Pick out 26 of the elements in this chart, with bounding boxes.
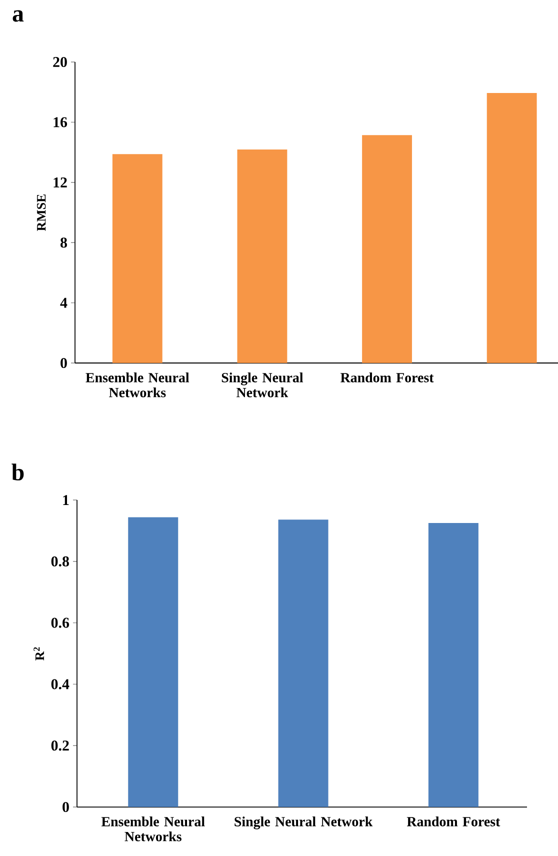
chart-title: a <box>12 10 24 22</box>
x-tick-label: Ensemble Neural Networks <box>86 372 190 398</box>
x-tick-label: Single Neural Network <box>234 816 373 830</box>
bar <box>112 154 162 364</box>
bar <box>237 149 288 364</box>
y-axis-title: RMSE <box>36 194 46 231</box>
y-tick-label: 4 <box>60 298 68 308</box>
y-tick-label: 16 <box>54 117 68 128</box>
y-tick-label: 0.8 <box>51 556 69 566</box>
y-tick-label: 0 <box>62 802 69 812</box>
y-tick-label: 8 <box>60 238 67 248</box>
y-tick-label: 0.6 <box>51 618 70 628</box>
bar <box>362 135 412 364</box>
bar <box>486 93 537 364</box>
y-tick-label: 20 <box>53 56 67 68</box>
y-tick-label: 12 <box>54 177 67 188</box>
x-tick-label: Single Neural Network <box>222 372 304 398</box>
x-tick-label: Random Forest <box>406 816 500 826</box>
y-axis-title: R$^{2}$ <box>34 647 44 660</box>
y-tick-label: 0.4 <box>51 679 70 690</box>
x-tick-label: Random Forest <box>340 372 434 382</box>
y-tick-label: 0 <box>60 358 67 368</box>
y-tick-label: 0.2 <box>51 740 69 751</box>
x-tick-label: Ensemble Neural Networks <box>101 816 205 842</box>
y-tick-label: 1 <box>63 495 69 505</box>
chart-title: b <box>12 464 24 480</box>
